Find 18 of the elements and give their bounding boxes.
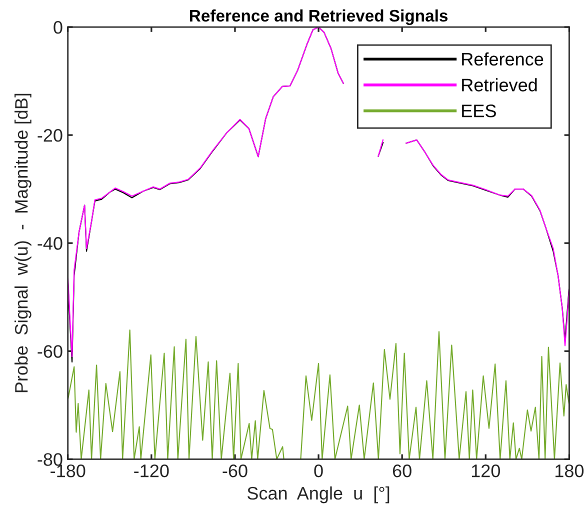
x-tick-label: -180 [50,464,86,478]
y-tick-label: -60 [38,345,62,358]
y-tick-label: 0 [54,20,62,34]
y-tick-label: -40 [38,237,62,250]
legend-label: EES [462,104,496,118]
x-axis-title: Scan Angle u [°] [247,486,390,504]
x-tick-label: 0 [314,464,323,478]
y-tick-label: -20 [38,129,62,142]
x-tick-label: 180 [556,464,584,478]
x-tick-label: 60 [392,464,412,478]
y-tick-label: -80 [38,453,62,466]
legend-label: Retrieved [462,78,537,92]
x-tick-label: 120 [472,464,500,478]
chart-title: Reference and Retrieved Signals [190,9,448,26]
legend-label: Reference [462,52,544,66]
x-tick-label: -120 [134,464,169,478]
x-tick-label: -60 [222,464,248,478]
y-axis-title: Probe Signal w(u) - Magnitude [dB] [14,94,32,392]
